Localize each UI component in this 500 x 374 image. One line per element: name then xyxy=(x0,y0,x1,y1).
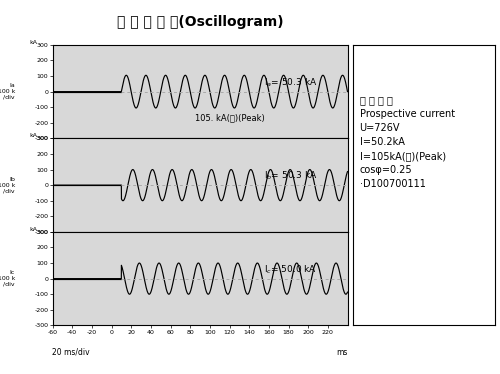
Text: 20 ms/div: 20 ms/div xyxy=(52,348,90,357)
Text: kA: kA xyxy=(30,134,38,138)
Text: kA: kA xyxy=(30,227,38,232)
Text: ms: ms xyxy=(336,348,347,357)
Text: kA: kA xyxy=(30,40,38,45)
Y-axis label: Ia
100 k
/div: Ia 100 k /div xyxy=(0,83,15,100)
Text: 105. kA(峰)(Peak): 105. kA(峰)(Peak) xyxy=(194,114,264,123)
Text: 预 期 电 流
Prospective current
U=726V
I=50.2kA
I=105kA(峰)(Peak)
cosφ=0.25
·D1007001: 预 期 电 流 Prospective current U=726V I=50.… xyxy=(360,95,455,189)
Text: I$_a$= 50.3 kA: I$_a$= 50.3 kA xyxy=(264,76,318,89)
Text: I$_c$= 50.0 kA: I$_c$= 50.0 kA xyxy=(264,263,317,276)
Text: I$_b$= 50.3 kA: I$_b$= 50.3 kA xyxy=(264,169,318,182)
Y-axis label: Ib
100 k
/div: Ib 100 k /div xyxy=(0,177,15,193)
Y-axis label: Ic
100 k
/div: Ic 100 k /div xyxy=(0,270,15,287)
Text: 试 验 示 波 图(Oscillogram): 试 验 示 波 图(Oscillogram) xyxy=(116,15,284,29)
